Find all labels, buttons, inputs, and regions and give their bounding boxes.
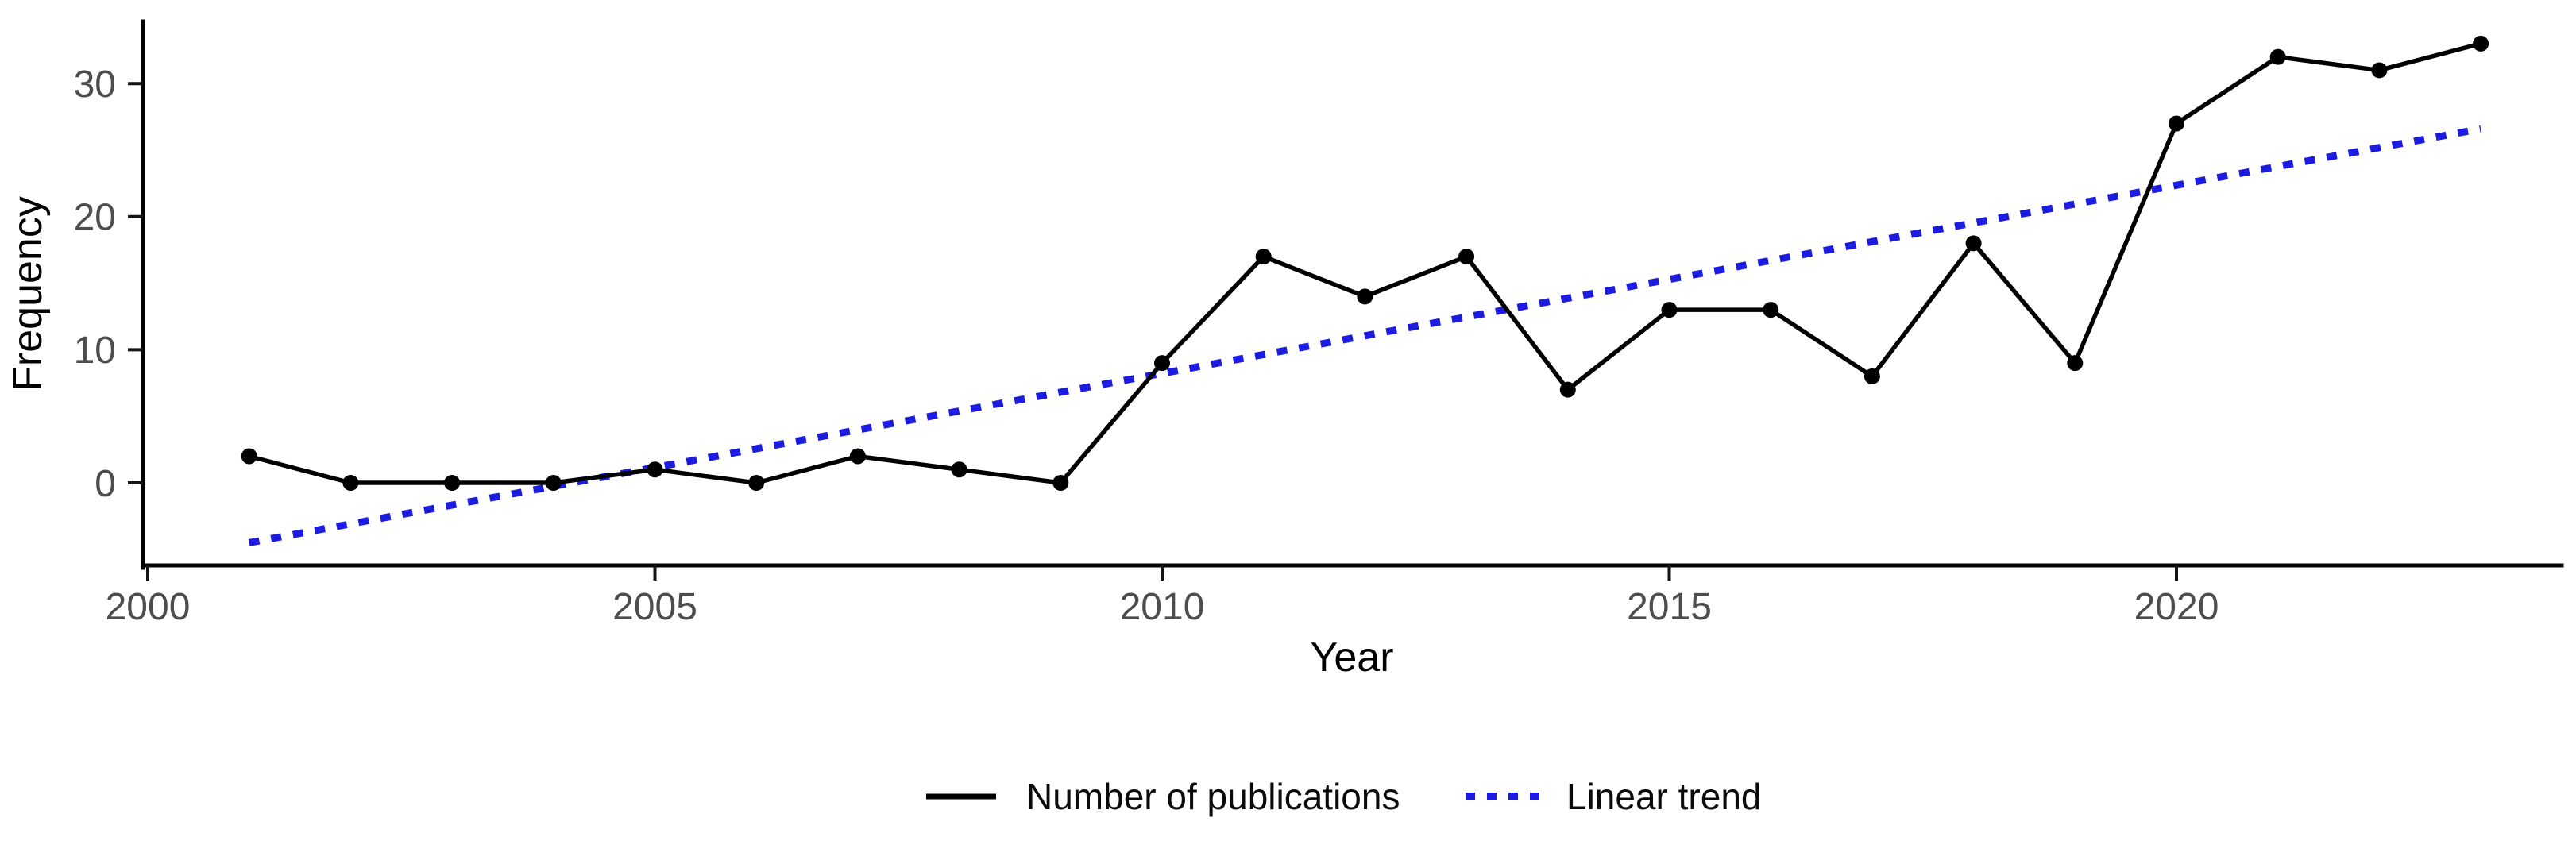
- data-point: [2169, 115, 2184, 132]
- legend-label-trend: Linear trend: [1566, 776, 1762, 817]
- data-point: [1661, 302, 1678, 318]
- data-point: [748, 475, 765, 491]
- data-point: [2371, 62, 2388, 79]
- data-point: [545, 475, 562, 491]
- data-point: [1863, 368, 1880, 384]
- legend: Number of publications Linear trend: [926, 776, 1762, 817]
- data-point: [1255, 249, 1272, 265]
- x-tick-label: 2000: [106, 586, 191, 628]
- x-tick-label: 2005: [612, 586, 697, 628]
- data-point: [444, 475, 461, 491]
- data-point: [2473, 35, 2489, 52]
- x-axis-title: Year: [1310, 635, 1393, 681]
- x-tick-label: 2020: [2134, 586, 2219, 628]
- data-point: [1458, 249, 1475, 265]
- y-axis: 0 10 20 30: [74, 19, 145, 570]
- data-point: [1357, 288, 1373, 305]
- data-point: [2067, 355, 2084, 372]
- data-point: [849, 448, 866, 465]
- x-tick-label: 2015: [1627, 586, 1712, 628]
- y-tick-label: 10: [74, 330, 116, 372]
- x-axis: 2000 2005 2010 2015 2020: [106, 563, 2564, 628]
- y-ticks: 0 10 20 30: [74, 64, 143, 505]
- y-tick-label: 0: [95, 463, 116, 505]
- data-point: [241, 448, 257, 465]
- data-point: [951, 461, 967, 478]
- y-axis-title: Frequency: [5, 196, 51, 392]
- data-point: [342, 475, 359, 491]
- legend-label-publications: Number of publications: [1026, 776, 1400, 817]
- data-point: [1559, 381, 1576, 398]
- publications-line: [246, 41, 2483, 485]
- data-point: [2269, 48, 2286, 65]
- data-point: [1965, 235, 1982, 252]
- data-point: [1763, 302, 1779, 318]
- x-tick-label: 2010: [1120, 586, 1205, 628]
- data-point: [1052, 475, 1069, 491]
- y-tick-label: 20: [74, 197, 116, 239]
- data-point: [647, 461, 663, 478]
- data-point: [1154, 355, 1170, 372]
- x-ticks: 2000 2005 2010 2015 2020: [106, 565, 2219, 628]
- y-tick-label: 30: [74, 64, 116, 106]
- publications-points: [241, 35, 2489, 491]
